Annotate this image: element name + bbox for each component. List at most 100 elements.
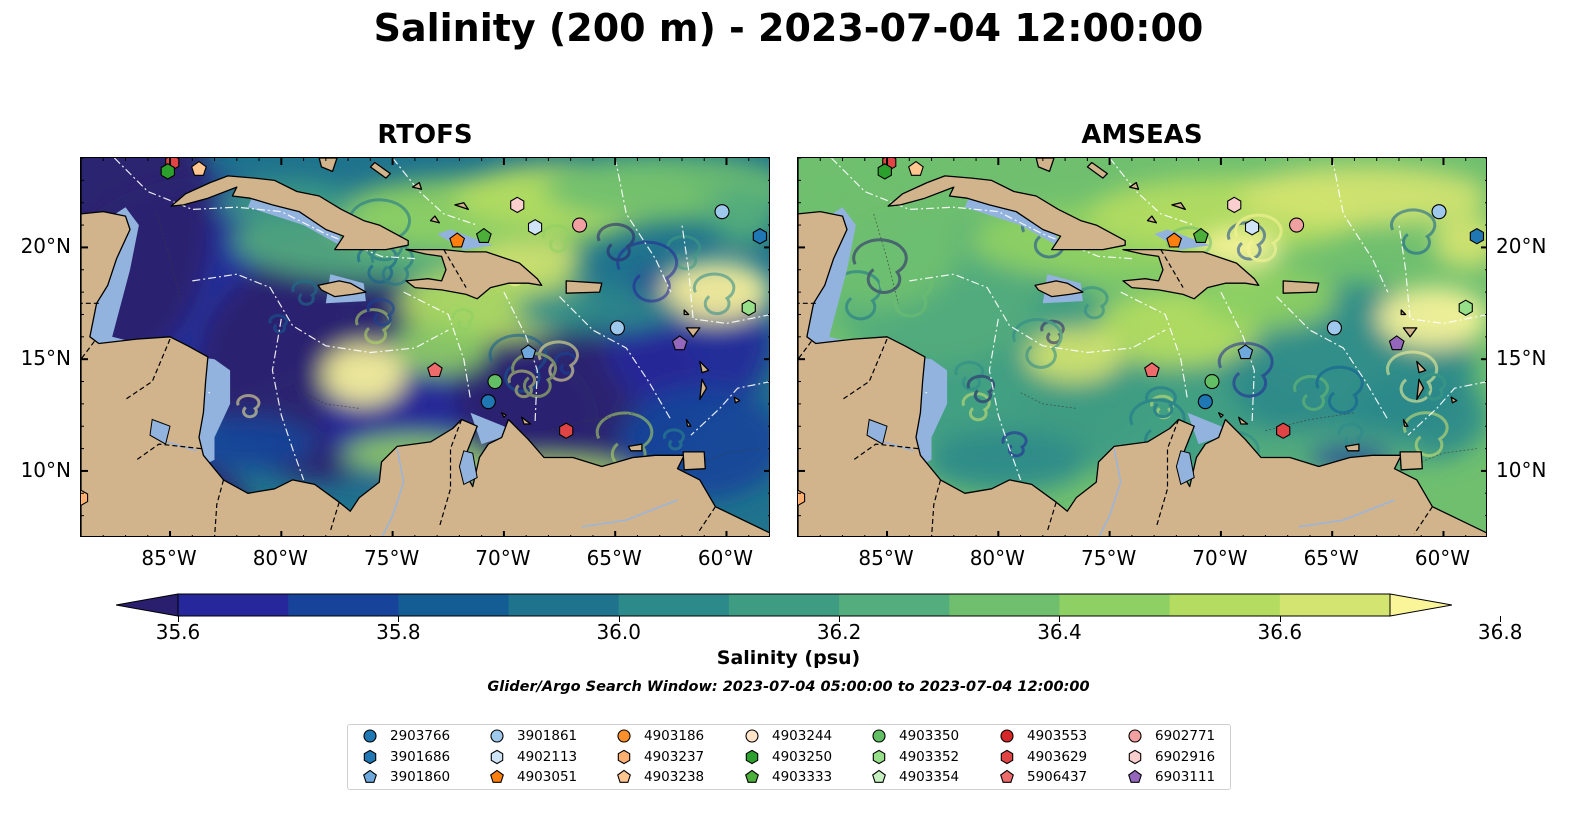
- colorbar-segment: [398, 594, 510, 616]
- observation-4903051[interactable]: [449, 232, 466, 248]
- legend-marker: [1000, 749, 1014, 764]
- map-panel-rtofs[interactable]: [80, 157, 770, 537]
- legend-label: 3901686: [390, 748, 451, 765]
- observation-4903629[interactable]: [1276, 422, 1291, 439]
- legend-label: 6902916: [1155, 748, 1216, 765]
- maritime-boundary: [830, 158, 1132, 260]
- land-bahamas-1: [318, 158, 338, 173]
- legend-item: 4903354: [871, 767, 959, 787]
- eddy-swirl: [692, 272, 736, 316]
- legend-label: 4903051: [517, 769, 578, 785]
- observation-4902113[interactable]: [1244, 219, 1260, 236]
- legend-label: 4903186: [644, 728, 705, 744]
- eddy-swirl: [1234, 213, 1283, 263]
- legend-label: 4903352: [899, 748, 960, 765]
- observation-4903350[interactable]: [1204, 373, 1220, 390]
- land-jamaica: [317, 280, 367, 298]
- observation-4903629[interactable]: [559, 422, 574, 439]
- observation-3901686[interactable]: [1469, 227, 1485, 245]
- eddy-swirl: [1001, 431, 1028, 458]
- map-panel-amseas[interactable]: [797, 157, 1487, 537]
- observation-3901861[interactable]: [1431, 204, 1447, 220]
- colorbar-tick-label: 36.0: [596, 620, 641, 644]
- legend-marker: [363, 769, 377, 783]
- salinity-patch: [515, 287, 682, 333]
- land-bahamas-2: [1086, 161, 1109, 179]
- observation-4903238[interactable]: [191, 160, 207, 176]
- observation-4903333[interactable]: [1192, 227, 1209, 243]
- legend-marker-circle-icon: [617, 729, 631, 743]
- land-margarita: [627, 443, 643, 452]
- country-border: [931, 479, 942, 536]
- observation-4903237[interactable]: [798, 489, 806, 507]
- observation-3901861[interactable]: [714, 204, 730, 220]
- observation-6903111[interactable]: [1388, 335, 1405, 351]
- land-cuba: [170, 175, 409, 251]
- observation-3901860[interactable]: [1237, 344, 1254, 360]
- frame-ticks: [81, 158, 769, 536]
- legend-item: 4903350: [871, 726, 959, 746]
- land-masses: [798, 158, 1486, 536]
- land-antigua: [683, 309, 690, 316]
- observation-6902916[interactable]: [510, 196, 525, 214]
- legend-item: 6902771: [1127, 726, 1215, 746]
- colorbar-tick-mark: [398, 616, 400, 622]
- river: [581, 499, 678, 528]
- observation-4903350[interactable]: [487, 373, 503, 390]
- observation-4903238[interactable]: [908, 160, 924, 176]
- land-margarita: [1344, 443, 1360, 452]
- legend-marker: [1128, 749, 1142, 764]
- observation-2903766[interactable]: [1197, 394, 1213, 410]
- colorbar-segment: [949, 594, 1060, 616]
- observation-4903250[interactable]: [877, 163, 892, 180]
- country-border: [1155, 419, 1180, 527]
- search-window-text: Glider/Argo Search Window: 2023-07-04 05…: [487, 679, 1090, 695]
- depth-contour: [1265, 412, 1355, 432]
- colorbar-tick-label: 35.6: [155, 620, 201, 644]
- eddy-swirl: [366, 298, 395, 327]
- observation-3901686[interactable]: [752, 227, 768, 245]
- observation-4903250[interactable]: [160, 163, 175, 180]
- observation-6902916[interactable]: [1227, 196, 1242, 214]
- observation-5906437[interactable]: [1144, 362, 1160, 378]
- observation-6902771[interactable]: [1289, 217, 1305, 233]
- lon-tick-label: 85°W: [858, 546, 914, 570]
- eddy-swirl: [1315, 365, 1364, 415]
- legend-label: 6903111: [1155, 769, 1216, 785]
- observation-2903766[interactable]: [480, 394, 496, 410]
- observation-6903111[interactable]: [671, 335, 688, 351]
- colorbar-tick-mark: [1059, 616, 1061, 622]
- observation-4903352[interactable]: [741, 299, 756, 317]
- observation-3901861[interactable]: [609, 320, 625, 336]
- maritime-boundary: [690, 381, 769, 436]
- legend-marker: [1000, 729, 1014, 743]
- observation-5906437[interactable]: [427, 362, 443, 378]
- depth-contour: [873, 213, 899, 304]
- colorbar-tick-mark: [618, 616, 620, 622]
- eddy-swirl: [1337, 422, 1364, 449]
- eddy-swirl: [355, 308, 392, 345]
- eddy-swirl: [1145, 386, 1177, 419]
- eddy-swirl: [665, 234, 702, 271]
- land-cuba: [887, 175, 1126, 251]
- observation-4903352[interactable]: [1458, 299, 1473, 317]
- observation-4902113[interactable]: [527, 219, 543, 236]
- land-lucia-vincent: [1416, 378, 1425, 401]
- eddy-swirls: [832, 208, 1449, 486]
- land-barbados: [1450, 396, 1458, 404]
- maritime-boundary: [1331, 158, 1389, 293]
- legend-marker: [745, 729, 759, 743]
- country-border: [329, 502, 340, 532]
- maritime-boundary: [392, 158, 478, 226]
- legend-marker-circle-icon: [1128, 729, 1142, 743]
- observation-4903237[interactable]: [81, 489, 89, 507]
- eddy-swirl: [268, 314, 289, 334]
- observation-6902771[interactable]: [572, 217, 588, 233]
- legend-item: 2903766: [362, 726, 450, 746]
- legend-marker: [490, 769, 504, 783]
- observation-4903051[interactable]: [1166, 232, 1183, 248]
- land-aruba: [1218, 412, 1224, 418]
- observation-4903333[interactable]: [475, 227, 492, 243]
- observation-3901861[interactable]: [1326, 320, 1342, 336]
- observation-3901860[interactable]: [520, 344, 537, 360]
